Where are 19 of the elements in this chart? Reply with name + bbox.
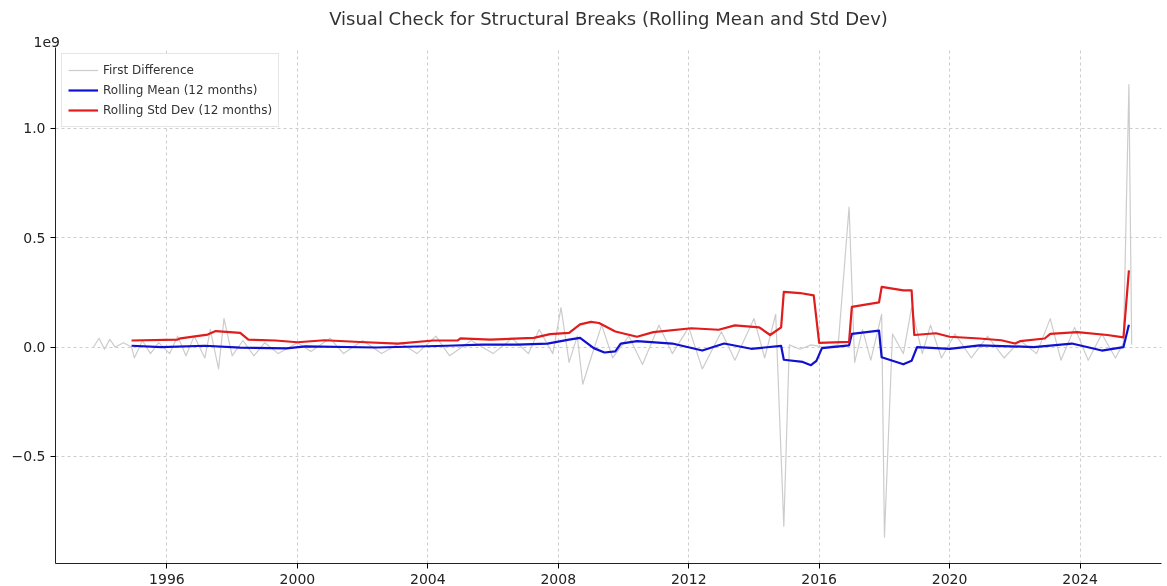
chart-title: Visual Check for Structural Breaks (Rolling Mean and Std Dev) (329, 7, 888, 29)
y-tick-label: 1.0 (23, 120, 46, 137)
x-tick-label: 2020 (931, 570, 968, 586)
x-tick-label: 2024 (1062, 570, 1098, 586)
x-tick-label: 1996 (149, 570, 185, 586)
x-tick-label: 2016 (801, 570, 838, 586)
x-tick-label: 2000 (279, 570, 316, 586)
legend-label: First Difference (103, 63, 194, 77)
y-tick-label: −0.5 (11, 448, 46, 465)
x-tick-label: 2012 (670, 570, 707, 586)
legend-label: Rolling Mean (12 months) (103, 83, 258, 97)
y-tick-label: 0.0 (23, 339, 46, 356)
x-tick-label: 2004 (410, 570, 446, 586)
line-series (130, 269, 1131, 345)
line-series (130, 323, 1131, 367)
y-tick-label: 0.5 (23, 229, 46, 246)
x-tick-label: 2008 (540, 570, 577, 586)
legend-label: Rolling Std Dev (12 months) (103, 103, 273, 117)
annotation: 1e9 (33, 33, 60, 50)
